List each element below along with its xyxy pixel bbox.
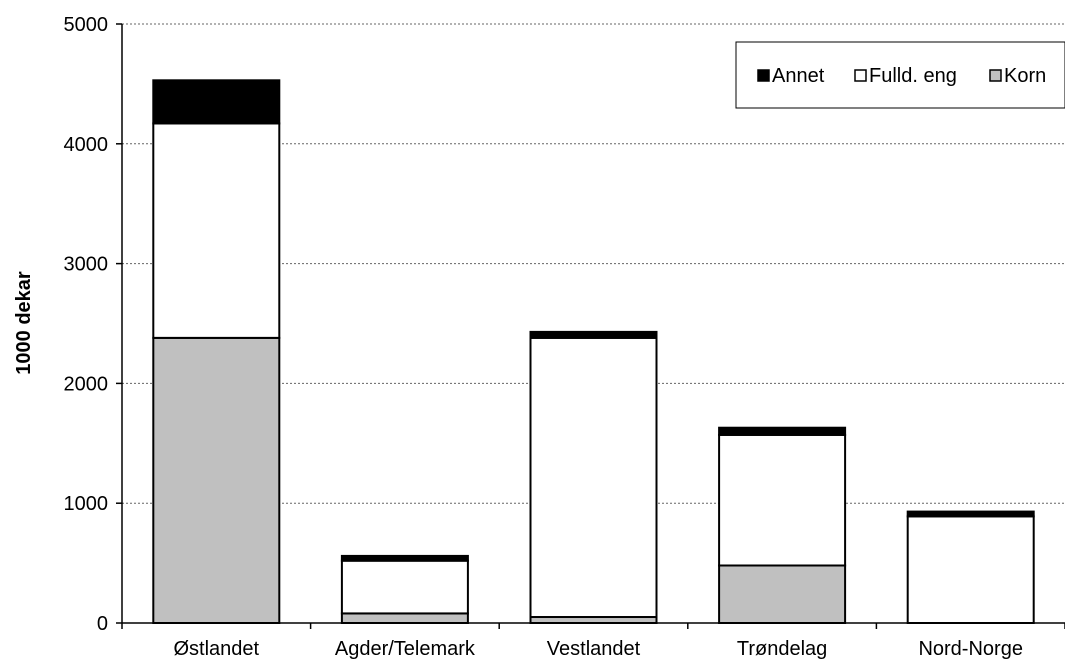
x-tick-label: Vestlandet — [547, 638, 641, 660]
legend-swatch — [854, 69, 867, 82]
bar-segment — [906, 510, 1035, 518]
y-tick-label: 3000 — [64, 254, 109, 276]
bar-segment — [529, 336, 658, 619]
bar-segment — [718, 426, 847, 436]
bar-segment — [718, 564, 847, 624]
legend-label: Fulld. eng — [869, 65, 957, 87]
bar-segment — [152, 79, 281, 125]
bar-segment — [718, 433, 847, 567]
x-tick-label: Trøndelag — [737, 638, 827, 660]
bar-segment — [340, 559, 469, 615]
bars — [152, 79, 1035, 625]
bar-segment — [906, 515, 1035, 624]
x-tick-label: Nord-Norge — [918, 638, 1022, 660]
legend-label: Annet — [772, 65, 825, 87]
legend-label: Korn — [1004, 65, 1046, 87]
bar-segment — [152, 336, 281, 624]
axes — [121, 24, 1065, 624]
y-tick-label: 5000 — [64, 14, 109, 36]
bar-segment — [340, 612, 469, 625]
legend-box — [735, 41, 1065, 109]
y-axis-label: 1000 dekar — [13, 271, 35, 375]
legend-swatch — [989, 69, 1002, 82]
y-tick-label: 0 — [97, 613, 108, 635]
legend: Annet Fulld. eng Korn — [735, 41, 1065, 109]
x-tick-label: Agder/Telemark — [335, 638, 476, 660]
bar-segment — [340, 554, 469, 562]
y-tick-label: 4000 — [64, 134, 109, 156]
y-ticks: 0 1000 2000 3000 4000 5000 — [64, 14, 122, 635]
y-tick-label: 2000 — [64, 373, 109, 395]
y-tick-label: 1000 — [64, 493, 109, 515]
bar-segment — [152, 122, 281, 339]
bar-segment — [529, 330, 658, 339]
legend-swatch — [757, 69, 770, 82]
x-tick-label: Østlandet — [173, 638, 259, 660]
x-ticks: Østlandet Agder/Telemark Vestlandet Trøndel… — [121, 623, 1065, 660]
